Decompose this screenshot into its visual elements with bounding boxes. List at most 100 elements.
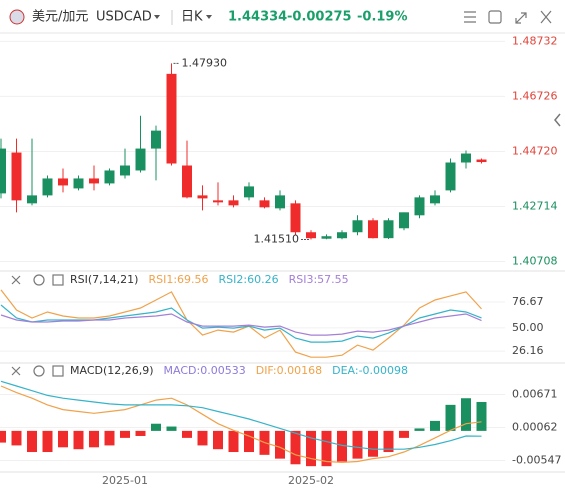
- candle-body: [197, 195, 208, 199]
- macd-bar: [399, 430, 409, 438]
- candle-body: [290, 203, 301, 233]
- candle-body: [275, 195, 285, 209]
- symbol[interactable]: USDCAD: [96, 10, 152, 25]
- candle-body: [430, 195, 440, 204]
- y-tick-label: 76.67: [512, 295, 544, 308]
- macd-bar: [321, 430, 332, 467]
- macd-header: [11, 365, 64, 377]
- legend-entry: RSI1:69.56: [148, 273, 208, 286]
- macd-bar: [244, 430, 254, 453]
- macd-bar: [182, 430, 192, 438]
- macd-bar: [476, 401, 487, 431]
- y-tick-label: 0.00671: [512, 388, 558, 401]
- rsi-header: [11, 274, 64, 286]
- macd-bar: [290, 430, 301, 465]
- macd-bar: [197, 430, 208, 446]
- toggle-icon[interactable]: [52, 274, 64, 286]
- price-change-pct: -0.19%: [357, 10, 408, 25]
- legend-entry: RSI3:57.55: [289, 273, 349, 286]
- y-tick-label: 50.00: [512, 321, 544, 334]
- macd-line: [0, 385, 482, 464]
- candle-body: [383, 220, 394, 239]
- candle-body: [306, 232, 316, 239]
- panel-title: RSI(7,14,21): [70, 273, 138, 286]
- y-tick-label: 1.48732: [512, 34, 558, 47]
- macd-bar: [0, 430, 6, 443]
- dropdown-arrow[interactable]: [154, 15, 160, 19]
- macd-bar: [135, 430, 146, 436]
- y-tick-label: 26.16: [512, 344, 544, 357]
- macd-bar: [120, 430, 130, 438]
- candle-body: [166, 73, 177, 164]
- dropdown-arrow[interactable]: [206, 15, 212, 19]
- candle-body: [135, 148, 146, 171]
- close-button[interactable]: [540, 10, 552, 24]
- y-tick-label: 1.44720: [512, 144, 558, 157]
- candle-body: [11, 152, 22, 201]
- candle-body: [228, 200, 239, 206]
- y-tick-label: 0.00062: [512, 421, 558, 434]
- indicator-button[interactable]: [464, 11, 476, 23]
- price-change: -0.00275: [287, 10, 352, 25]
- pair-name[interactable]: 美元/加元: [32, 10, 88, 25]
- flag-icon: [9, 9, 25, 25]
- panel-title: MACD(12,26,9): [70, 364, 154, 377]
- expand-button[interactable]: [515, 12, 527, 24]
- candle-body: [352, 220, 363, 233]
- macd-bar: [461, 398, 471, 431]
- macd-bar: [58, 430, 68, 448]
- y-tick-label: 1.40708: [512, 255, 558, 268]
- y-tick-label: 1.46726: [512, 89, 558, 102]
- macd-bar: [383, 430, 394, 453]
- x-tick-label: 2025-02: [288, 474, 334, 487]
- legend-entry: RSI2:60.26: [219, 273, 279, 286]
- annotation: 1.41510: [254, 233, 300, 246]
- macd-bar: [337, 430, 347, 462]
- toggle-icon[interactable]: [52, 365, 64, 377]
- candle-body: [244, 186, 254, 198]
- candle-body: [0, 148, 6, 194]
- settings-button[interactable]: [488, 10, 502, 24]
- macd-bar: [11, 430, 22, 446]
- macd-bar: [89, 430, 99, 448]
- candle-body: [151, 130, 161, 149]
- candle-body: [368, 220, 378, 239]
- y-tick-label: -0.00547: [512, 454, 561, 467]
- collapse-button[interactable]: [554, 113, 561, 127]
- macd-bar: [151, 423, 161, 431]
- macd-bar: [430, 420, 440, 431]
- candle-body: [445, 162, 456, 191]
- candle-body: [42, 178, 53, 196]
- candle-body: [476, 159, 487, 163]
- candle-body: [89, 178, 99, 184]
- period[interactable]: 日K: [181, 10, 203, 25]
- legend-entry: MACD:0.00533: [164, 364, 246, 377]
- macd-bar: [228, 430, 239, 453]
- close-icon[interactable]: [11, 275, 21, 285]
- candle-body: [399, 212, 409, 229]
- candle-body: [414, 197, 425, 216]
- last-price: 1.44334: [228, 10, 287, 25]
- toolbar: [464, 10, 552, 24]
- macd: [0, 380, 487, 467]
- macd-line: [0, 380, 482, 450]
- settings-icon[interactable]: [33, 365, 45, 377]
- y-tick-label: 1.42714: [512, 199, 558, 212]
- close-icon[interactable]: [11, 366, 21, 376]
- candles: [0, 63, 487, 240]
- candle-body: [73, 178, 84, 189]
- macd-bar: [104, 430, 115, 446]
- candle-body: [321, 236, 332, 239]
- lines: [0, 289, 482, 358]
- settings-icon[interactable]: [33, 274, 45, 286]
- rsi-line: [0, 313, 482, 336]
- macd-bar: [414, 428, 425, 431]
- macd-bar: [166, 426, 177, 431]
- macd-bar: [445, 404, 456, 431]
- annotation: 1.47930: [182, 56, 228, 69]
- candle-body: [104, 170, 115, 184]
- macd-bar: [306, 430, 316, 467]
- x-tick-label: 2025-01: [102, 474, 148, 487]
